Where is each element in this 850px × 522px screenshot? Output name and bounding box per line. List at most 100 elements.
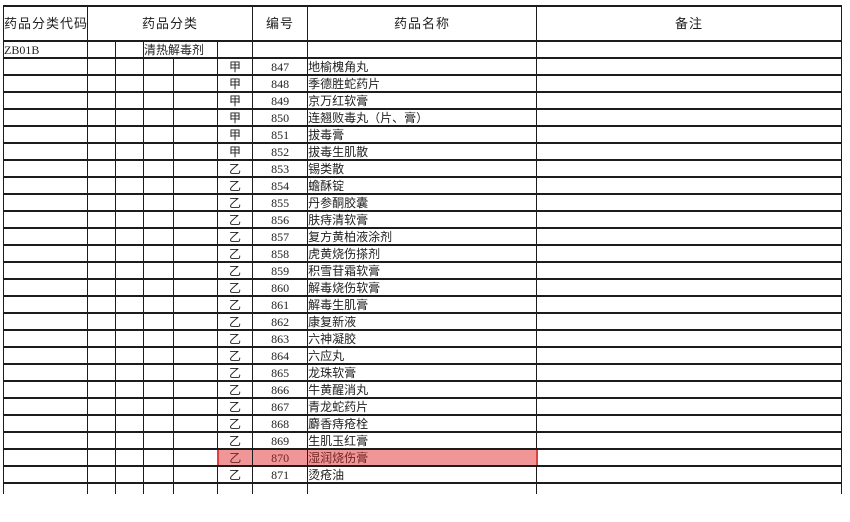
category-sub-cell	[143, 193, 174, 212]
number-cell: 859	[252, 261, 309, 280]
number-cell: 866	[252, 380, 309, 399]
drug-row-856: 乙 856 肤痔清软膏	[3, 210, 843, 229]
category-sub-cell	[143, 312, 174, 331]
category-sub-cell	[143, 431, 174, 450]
drug-name-cell: 烫疮油	[307, 465, 538, 484]
remarks-cell	[536, 40, 843, 59]
number-cell: 867	[252, 397, 309, 416]
class-cell: 乙	[216, 380, 254, 399]
drug-name-cell: 六神凝胶	[307, 329, 538, 348]
category-sub-cell	[87, 261, 116, 280]
drug-name-cell: 生肌玉红膏	[307, 431, 538, 450]
code-cell	[3, 329, 88, 348]
number-cell: 858	[252, 244, 309, 263]
header-category: 药品分类	[86, 5, 254, 42]
drug-name-cell: 丹参酮胶囊	[307, 193, 538, 212]
number-cell: 847	[252, 57, 309, 76]
code-cell	[3, 380, 88, 399]
category-sub-cell	[173, 397, 218, 416]
code-cell	[3, 176, 88, 195]
category-sub-cell	[115, 108, 144, 127]
category-sub-cell	[115, 210, 144, 229]
drug-row-866: 乙 866 牛黄醒消丸	[3, 380, 843, 399]
number-cell: 871	[252, 465, 309, 484]
drug-name-cell: 青龙蛇药片	[307, 397, 538, 416]
drug-name-cell: 六应丸	[307, 346, 538, 365]
number-cell: 868	[252, 414, 309, 433]
drug-row-869: 乙 869 生肌玉红膏	[3, 431, 843, 450]
category-sub-cell	[87, 227, 116, 246]
class-cell: 乙	[216, 244, 254, 263]
drug-row-847: 甲 847 地榆槐角丸	[3, 57, 843, 76]
category-sub-cell	[143, 91, 174, 110]
class-cell: 乙	[216, 346, 254, 365]
category-sub-cell	[143, 380, 174, 399]
drug-row-865: 乙 865 龙珠软膏	[3, 363, 843, 382]
code-cell	[3, 295, 88, 314]
drug-name-cell: 季德胜蛇药片	[307, 74, 538, 93]
remarks-cell	[536, 465, 843, 484]
drug-name-cell[interactable]: 湿润烧伤膏	[307, 448, 538, 467]
drug-name-cell: 拔毒生肌散	[307, 142, 538, 161]
empty-cell	[536, 482, 843, 494]
class-cell	[216, 40, 254, 59]
code-cell	[3, 57, 88, 76]
drug-name-cell: 康复新液	[307, 312, 538, 331]
code-cell	[3, 244, 88, 263]
category-sub-cell	[115, 448, 144, 467]
category-sub-cell	[143, 397, 174, 416]
remarks-cell	[536, 363, 843, 382]
category-sub-cell	[173, 176, 218, 195]
class-cell: 乙	[216, 329, 254, 348]
class-cell: 乙	[216, 261, 254, 280]
drug-row-849: 甲 849 京万红软膏	[3, 91, 843, 110]
number-cell[interactable]: 870	[252, 448, 309, 467]
class-cell: 乙	[216, 278, 254, 297]
category-sub-cell	[115, 397, 144, 416]
class-cell: 乙	[216, 193, 254, 212]
category-sub-cell	[143, 57, 174, 76]
category-sub-cell	[173, 431, 218, 450]
category-sub-cell	[87, 108, 116, 127]
header-name: 药品名称	[307, 5, 538, 42]
category-sub-cell	[173, 465, 218, 484]
drug-row-864: 乙 864 六应丸	[3, 346, 843, 365]
drug-row-870: 乙 870 湿润烧伤膏	[3, 448, 843, 467]
category-sub-cell	[173, 74, 218, 93]
category-sub-cell	[87, 312, 116, 331]
category-sub-cell	[87, 465, 116, 484]
class-cell: 乙	[216, 176, 254, 195]
category-sub-cell	[87, 142, 116, 161]
remarks-cell	[536, 278, 843, 297]
remarks-cell	[536, 261, 843, 280]
category-sub-cell	[173, 91, 218, 110]
drug-name-cell	[307, 40, 538, 59]
drug-name-cell: 麝香痔疮栓	[307, 414, 538, 433]
category-sub-cell	[143, 142, 174, 161]
category-name-cell: 清热解毒剂	[143, 40, 218, 59]
code-cell	[3, 91, 88, 110]
drug-catalog-table: 药品分类代码 药品分类 编号 药品名称 备注 ZB01B 清热解毒剂 甲 847 地…	[3, 5, 843, 494]
class-cell: 乙	[216, 312, 254, 331]
category-sub-cell	[173, 108, 218, 127]
number-cell: 857	[252, 227, 309, 246]
category-sub-cell	[173, 346, 218, 365]
category-sub-cell	[87, 431, 116, 450]
class-cell[interactable]: 乙	[216, 448, 254, 467]
class-cell: 乙	[216, 159, 254, 178]
drug-name-cell: 肤痔清软膏	[307, 210, 538, 229]
category-sub-cell	[115, 363, 144, 382]
category-sub-cell	[143, 227, 174, 246]
class-cell: 乙	[216, 210, 254, 229]
category-sub-cell	[173, 193, 218, 212]
class-cell: 甲	[216, 57, 254, 76]
drug-name-cell: 牛黄醒消丸	[307, 380, 538, 399]
drug-name-cell: 解毒生肌膏	[307, 295, 538, 314]
category-sub-cell	[115, 142, 144, 161]
number-cell: 865	[252, 363, 309, 382]
category-sub-cell	[173, 210, 218, 229]
category-sub-cell	[87, 397, 116, 416]
drug-row-862: 乙 862 康复新液	[3, 312, 843, 331]
category-sub-cell	[173, 142, 218, 161]
category-sub-cell	[87, 363, 116, 382]
